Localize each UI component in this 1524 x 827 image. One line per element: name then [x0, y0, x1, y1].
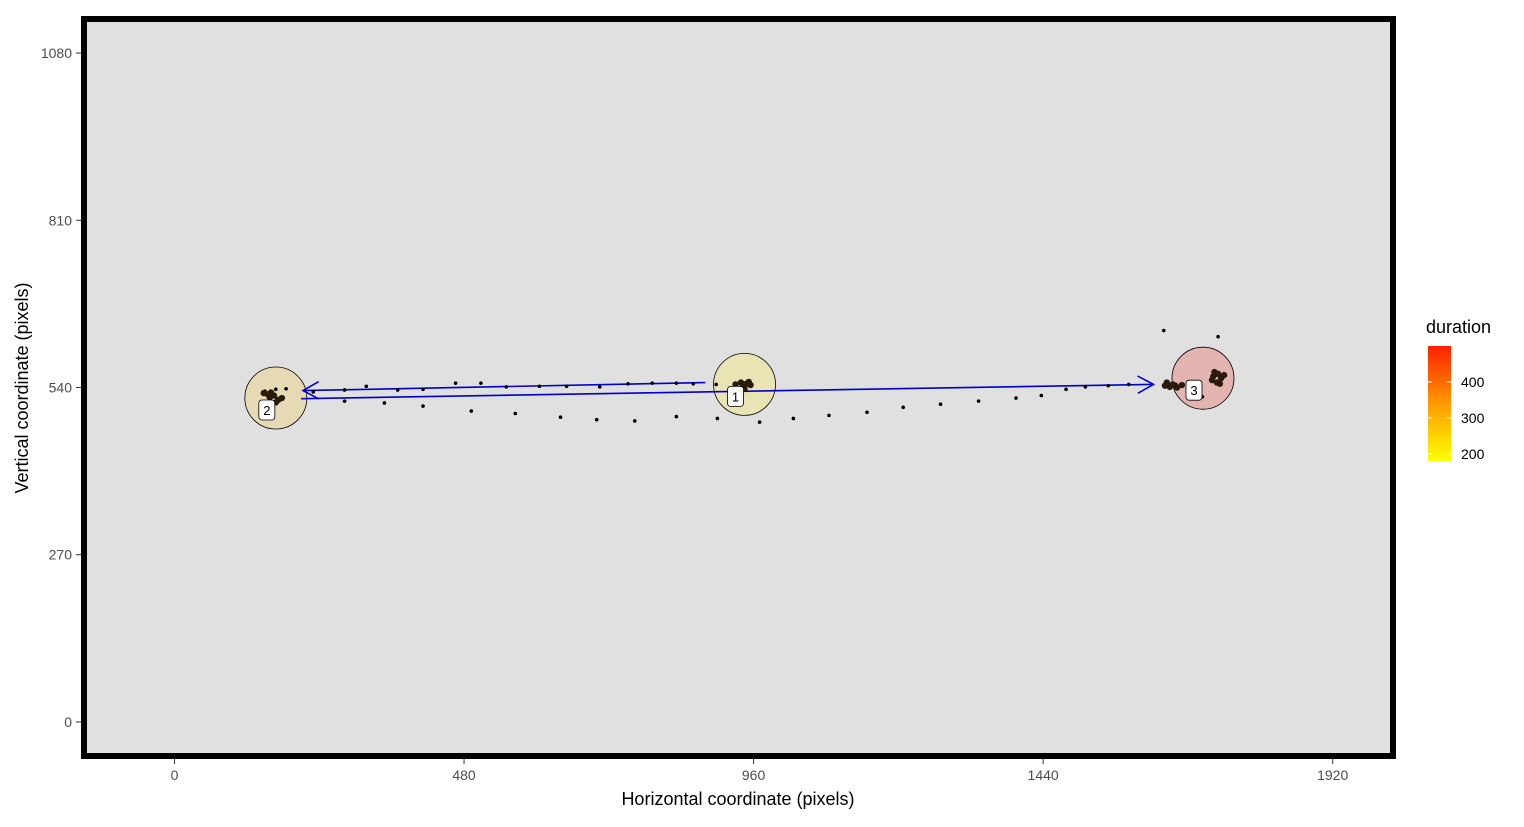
legend-colorbar [1428, 346, 1451, 461]
y-tick-label: 540 [49, 380, 73, 396]
gaze-point [558, 415, 563, 420]
point-layer [260, 328, 1228, 424]
gaze-point [1216, 334, 1220, 339]
gaze-point [274, 387, 278, 392]
gaze-point [1178, 381, 1186, 389]
saccade-arrowhead-2 [1137, 375, 1156, 394]
gaze-point [1106, 383, 1111, 388]
x-tick-label: 0 [171, 767, 179, 783]
fixation-label-box-2 [258, 399, 276, 421]
saccade-line-1 [302, 381, 706, 392]
gaze-point [747, 381, 754, 389]
legend-tick-label: 300 [1461, 410, 1485, 426]
gaze-point [1216, 380, 1224, 387]
gaze-point [479, 381, 483, 385]
gaze-point [691, 381, 696, 386]
gaze-point [1173, 384, 1181, 391]
gaze-point [1208, 376, 1216, 384]
fixation-label-box-1 [727, 386, 744, 407]
gaze-point [632, 419, 637, 423]
gaze-point [1126, 382, 1131, 387]
gaze-point [674, 414, 679, 419]
gaze-point [674, 381, 679, 385]
gaze-point [382, 401, 387, 405]
gaze-point [421, 387, 425, 392]
gaze-point [266, 394, 273, 401]
saccade-arrowhead-1 [301, 380, 320, 400]
gaze-point [469, 409, 474, 413]
gaze-point [938, 402, 943, 407]
gaze-point [626, 381, 630, 386]
x-tick-label: 1920 [1317, 767, 1348, 783]
fixation-label-1: 1 [732, 389, 739, 404]
gaze-point [737, 379, 745, 386]
gaze-point [364, 384, 369, 389]
y-tick-label: 0 [64, 714, 72, 730]
gaze-point [1161, 328, 1166, 333]
gaze-point [342, 388, 347, 392]
gaze-point [311, 390, 316, 394]
gaze-point [865, 410, 869, 415]
gaze-point [342, 399, 347, 403]
legend: duration 200 300 400 [1426, 317, 1491, 462]
fixation-label-layer: 1 2 3 [258, 379, 1203, 421]
gaze-point [715, 416, 720, 421]
legend-ticks: 200 300 400 [1428, 374, 1485, 462]
gaze-point [650, 381, 655, 385]
gaze-point [594, 417, 599, 422]
y-tick-label: 270 [49, 547, 73, 563]
gaze-point [827, 413, 831, 418]
y-axis-title: Vertical coordinate (pixels) [12, 282, 32, 493]
x-tick-label: 480 [452, 767, 476, 783]
gaze-point [1161, 382, 1169, 389]
gaze-point [1039, 393, 1044, 398]
gaze-point [976, 399, 981, 403]
gaze-point [732, 381, 739, 388]
gaze-point [564, 384, 569, 389]
fixation-label-box-3 [1185, 379, 1203, 401]
gaze-point [1014, 396, 1018, 400]
gaze-point [278, 394, 286, 402]
gaze-point [1220, 371, 1228, 379]
gaze-point [537, 384, 542, 389]
legend-tick-label: 200 [1461, 446, 1485, 462]
x-axis: 0 480 960 1440 1920 [171, 759, 1348, 783]
legend-tick-label: 400 [1461, 374, 1485, 390]
gaze-point [513, 411, 518, 416]
gaze-point [453, 381, 458, 385]
fixation-label-2: 2 [263, 403, 270, 418]
y-tick-label: 810 [49, 212, 73, 228]
gaze-point [504, 385, 509, 389]
gaze-point [395, 388, 400, 392]
gaze-point [791, 416, 796, 421]
x-tick-label: 1440 [1028, 767, 1059, 783]
gaze-point [1064, 387, 1068, 392]
x-axis-title: Horizontal coordinate (pixels) [621, 789, 854, 809]
gaze-point [1083, 385, 1088, 389]
legend-title: duration [1426, 317, 1491, 337]
gaze-point [901, 405, 905, 410]
gaze-point [714, 382, 718, 387]
y-axis: 0 270 540 810 1080 [41, 45, 81, 730]
gaze-point [421, 404, 425, 408]
gaze-point [284, 386, 288, 391]
fixation-label-3: 3 [1190, 383, 1197, 398]
y-tick-label: 1080 [41, 45, 72, 61]
gaze-point [1211, 368, 1218, 376]
gaze-point [757, 420, 762, 424]
x-tick-label: 960 [742, 767, 766, 783]
gaze-point [597, 385, 602, 389]
